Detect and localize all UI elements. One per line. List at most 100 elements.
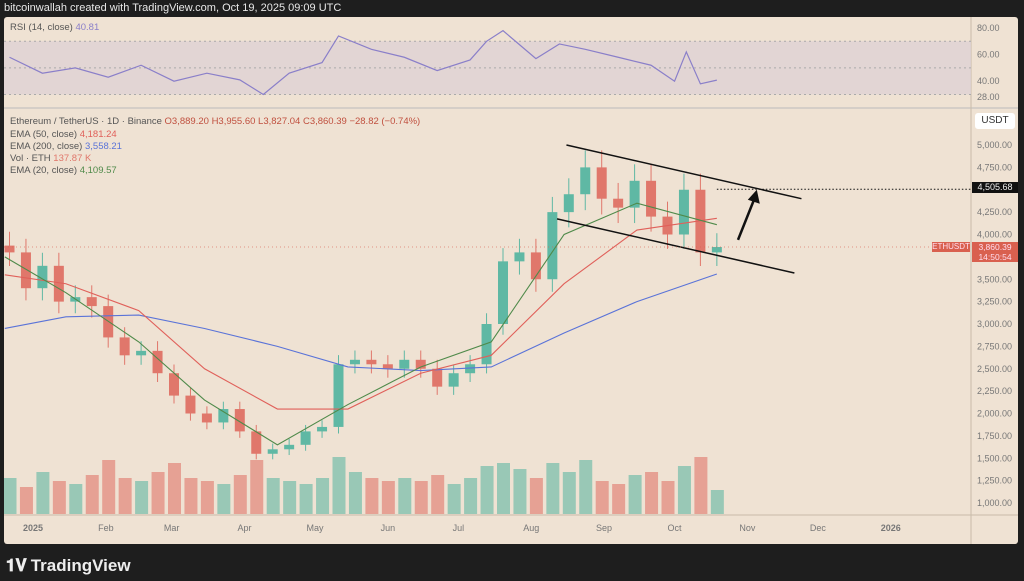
price-tick-label: 2,500.00: [977, 364, 1012, 374]
time-tick-label: Sep: [596, 523, 612, 533]
rsi-tick-label: 40.00: [977, 76, 1000, 86]
volume-bar: [447, 484, 461, 514]
ema50-legend[interactable]: EMA (50, close) 4,181.24: [10, 129, 117, 140]
candle: [152, 350, 163, 374]
candle: [284, 444, 295, 450]
candle: [366, 359, 377, 365]
candle: [300, 431, 311, 445]
candle: [218, 409, 229, 423]
rsi-value: 40.81: [75, 22, 100, 33]
volume-bar: [694, 457, 708, 514]
rsi-tick-label: 80.00: [977, 23, 1000, 33]
candle: [86, 297, 97, 307]
ema20-legend[interactable]: EMA (20, close) 4,109.57: [10, 165, 117, 176]
volume-bar: [135, 481, 149, 514]
candle: [646, 180, 657, 217]
volume-bar: [36, 472, 50, 514]
volume-bar: [645, 472, 659, 514]
candle: [415, 359, 426, 369]
volume-bar: [19, 487, 33, 514]
volume-bar: [529, 478, 543, 514]
channel-upper-line: [566, 144, 802, 200]
bar-countdown: 14:50:54: [978, 252, 1012, 262]
vol-value: 137.87 K: [53, 153, 92, 164]
brand-name: TradingView: [30, 556, 131, 575]
volume-bar: [348, 472, 362, 514]
target-price-label: 4,505.68: [972, 182, 1018, 193]
price-tick-label: 2,750.00: [977, 341, 1012, 351]
candle: [119, 337, 130, 356]
candle: [629, 180, 640, 208]
price-tick-label: 1,250.00: [977, 476, 1012, 486]
price-tick-label: 4,750.00: [977, 162, 1012, 172]
time-tick-label: Aug: [523, 523, 539, 533]
ohlc-change: −28.82 (−0.74%): [349, 116, 421, 127]
price-tick-label: 3,250.00: [977, 297, 1012, 307]
candle: [596, 167, 607, 199]
currency-button[interactable]: USDT: [975, 113, 1015, 129]
chart-panel[interactable]: 80.00 60.00 40.00 28.00 5,000.00 4,750.00 4,25…: [4, 17, 1018, 544]
volume-bar: [85, 475, 99, 514]
candle: [563, 194, 574, 213]
volume-bar: [513, 469, 527, 514]
last-price: 3,860.39: [978, 242, 1012, 252]
candle: [399, 359, 410, 369]
volume-bar: [480, 466, 494, 514]
volume-bar: [250, 460, 264, 514]
time-tick-label: Nov: [739, 523, 756, 533]
candle: [678, 189, 689, 235]
time-tick-label: Jul: [453, 523, 465, 533]
rsi-tick-label: 28.00: [977, 92, 1000, 102]
ohlc-high: H3,955.60: [211, 116, 256, 127]
time-tick-label: Dec: [810, 523, 827, 533]
candle: [547, 212, 558, 280]
time-tick-label: Oct: [668, 523, 683, 533]
rsi-line: [9, 29, 717, 96]
ema20-line: [4, 202, 717, 446]
candle: [136, 350, 147, 356]
rsi-tick-label: 60.00: [977, 50, 1000, 60]
volume-bar: [628, 475, 642, 514]
time-tick-label: Feb: [98, 523, 114, 533]
chart-svg[interactable]: 80.00 60.00 40.00 28.00 5,000.00 4,750.00 4,25…: [4, 17, 1018, 544]
candle: [580, 167, 591, 195]
ema20-value: 4,109.57: [79, 165, 117, 176]
volume-bar: [283, 481, 297, 514]
candle: [4, 245, 15, 253]
rsi-legend: RSI (14, close) 40.81: [10, 22, 99, 33]
volume-bar: [546, 463, 560, 514]
volume-bar: [612, 484, 626, 514]
price-tick-label: 1,000.00: [977, 498, 1012, 508]
volume-bar: [332, 457, 346, 514]
ohlc-low: L3,827.04: [258, 116, 301, 127]
candle: [169, 373, 179, 396]
time-tick-label: Mar: [164, 523, 180, 533]
volume-bar: [579, 460, 593, 514]
volume-bar: [266, 478, 280, 514]
price-tick-label: 1,750.00: [977, 431, 1012, 441]
volume-bar: [365, 478, 379, 514]
symbol-title: Ethereum / TetherUS · 1D · Binance: [10, 116, 162, 127]
candle: [251, 431, 262, 454]
volume-bar: [562, 472, 576, 514]
ema200-legend[interactable]: EMA (200, close) 3,558.21: [10, 141, 122, 152]
arrow-shaft: [736, 197, 756, 241]
volume-bar: [414, 481, 428, 514]
ema50-value: 4,181.24: [79, 129, 117, 140]
volume-bar: [118, 478, 132, 514]
ema200-value: 3,558.21: [84, 141, 122, 152]
volume-bar: [299, 484, 313, 514]
footer-brand: 𝟏𝐕 TradingView: [6, 556, 131, 576]
volume-bar: [710, 490, 724, 514]
candle: [53, 265, 64, 302]
time-tick-label: May: [306, 523, 324, 533]
volume-bar: [661, 481, 675, 514]
time-tick-label: Jun: [381, 523, 396, 533]
price-tick-label: 4,000.00: [977, 230, 1012, 240]
ema200-line: [4, 273, 718, 372]
volume-bar: [316, 478, 330, 514]
candle: [432, 368, 443, 387]
symbol-tag: ETHUSDT: [932, 242, 970, 252]
vol-legend[interactable]: Vol · ETH 137.87 K: [10, 153, 91, 164]
price-tick-label: 3,000.00: [977, 319, 1012, 329]
